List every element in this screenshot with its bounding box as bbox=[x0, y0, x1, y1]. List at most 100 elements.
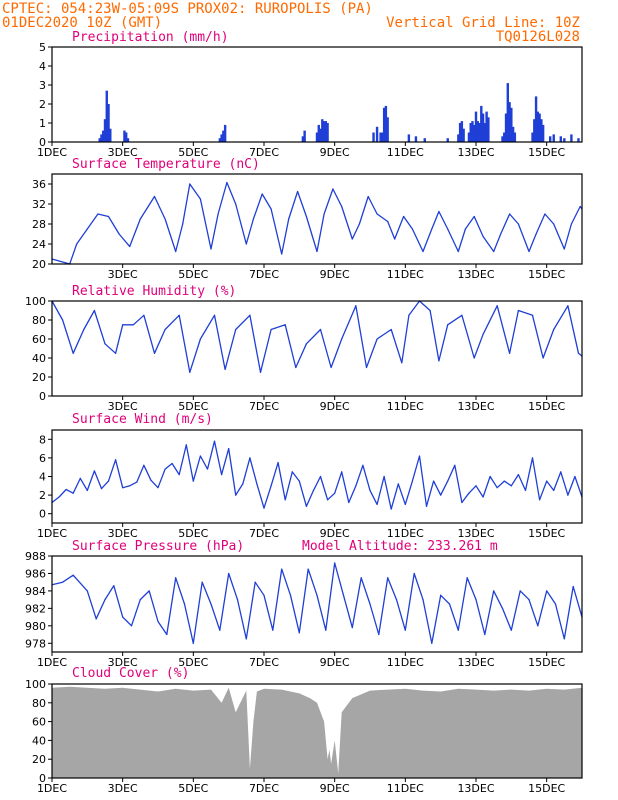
relative-humidity-point bbox=[438, 360, 440, 362]
precipitation-bar bbox=[126, 138, 130, 142]
surface-wind-point bbox=[327, 499, 329, 501]
surface-wind-point bbox=[206, 468, 209, 470]
relative-humidity-point bbox=[249, 314, 251, 316]
surface-pressure-xtick-label: 5DEC bbox=[178, 656, 208, 669]
surface-wind-xtick-label: 1DEC bbox=[37, 527, 67, 540]
precipitation-bar bbox=[559, 136, 562, 142]
surface-pressure-point bbox=[395, 599, 398, 601]
surface-temperature-point bbox=[579, 205, 581, 208]
relative-humidity-ytick-label: 60 bbox=[32, 333, 46, 346]
surface-temperature-point bbox=[422, 250, 424, 253]
surface-wind-point bbox=[235, 494, 237, 496]
precipitation-bar bbox=[384, 105, 388, 142]
surface-temperature-point bbox=[387, 220, 389, 223]
precipitation-bar bbox=[531, 132, 534, 142]
surface-wind-point bbox=[567, 494, 569, 496]
surface-pressure-line bbox=[51, 562, 583, 644]
surface-temperature-point bbox=[402, 215, 405, 218]
surface-wind-point bbox=[348, 501, 350, 504]
precipitation-bar bbox=[103, 119, 107, 142]
surface-wind-point bbox=[383, 475, 385, 478]
chart-panels: Precipitation (mm/h) 0 1 2 3 4 5 1DEC 3DEC 5DEC 7D… bbox=[25, 30, 583, 795]
relative-humidity-xtick-label: 9DEC bbox=[320, 400, 350, 413]
surface-pressure-point bbox=[325, 629, 327, 631]
surface-wind-point bbox=[411, 480, 413, 482]
relative-humidity-ytick-label: 100 bbox=[25, 295, 46, 308]
surface-pressure-point bbox=[263, 594, 265, 596]
precipitation-bar bbox=[317, 124, 320, 142]
surface-pressure-ytick-label: 978 bbox=[25, 637, 46, 650]
surface-wind-point bbox=[86, 489, 88, 492]
surface-wind-point bbox=[524, 489, 527, 492]
surface-temperature-point bbox=[367, 195, 369, 198]
surface-wind-xtick-label: 7DEC bbox=[249, 527, 279, 540]
cloud-cover-title: Cloud Cover (%) bbox=[72, 666, 189, 681]
surface-temperature-point bbox=[270, 208, 272, 210]
cloud-cover-ytick-label: 60 bbox=[32, 716, 46, 729]
surface-temperature-point bbox=[457, 250, 459, 253]
surface-pressure-point bbox=[157, 620, 159, 623]
surface-wind-point bbox=[107, 480, 110, 482]
cloud-cover-xtick-label: 7DEC bbox=[249, 782, 279, 795]
relative-humidity-point bbox=[429, 309, 431, 312]
surface-temperature-point bbox=[245, 243, 247, 245]
precipitation-xtick-label: 3DEC bbox=[108, 146, 138, 159]
surface-pressure-point bbox=[360, 577, 362, 579]
header-grid-line: Vertical Grid Line: 10Z bbox=[386, 15, 580, 31]
surface-wind-line bbox=[51, 440, 583, 510]
surface-temperature-ytick-label: 20 bbox=[32, 258, 46, 271]
precipitation-bar bbox=[511, 126, 515, 142]
surface-pressure-point bbox=[104, 599, 106, 601]
precipitation-bar bbox=[322, 121, 326, 142]
surface-wind-point bbox=[468, 492, 470, 494]
surface-wind-xtick-label: 15DEC bbox=[528, 527, 565, 540]
cloud-cover-xtick-label: 11DEC bbox=[387, 782, 424, 795]
surface-pressure-point bbox=[201, 581, 203, 583]
surface-wind-point bbox=[574, 475, 576, 478]
relative-humidity-xtick-label: 13DEC bbox=[457, 400, 494, 413]
precipitation-bar bbox=[487, 117, 490, 142]
surface-wind-point bbox=[489, 475, 491, 478]
surface-wind-point bbox=[319, 475, 322, 478]
surface-pressure-xtick-label: 7DEC bbox=[249, 656, 279, 669]
surface-wind-ytick-label: 2 bbox=[39, 489, 46, 502]
relative-humidity-point bbox=[517, 309, 520, 312]
precipitation-xtick-label: 1DEC bbox=[37, 146, 67, 159]
precipitation-bar bbox=[382, 107, 386, 142]
surface-temperature-point bbox=[570, 223, 573, 225]
surface-temperature-point bbox=[296, 190, 299, 193]
precipitation-bar bbox=[381, 132, 384, 142]
surface-pressure-title: Surface Pressure (hPa) bbox=[72, 539, 244, 554]
surface-temperature-point bbox=[281, 253, 283, 255]
relative-humidity-point bbox=[284, 324, 286, 326]
surface-pressure-point bbox=[210, 603, 212, 605]
surface-pressure-xtick-label: 13DEC bbox=[457, 656, 494, 669]
surface-temperature-ytick-label: 24 bbox=[32, 238, 46, 251]
surface-temperature-point bbox=[210, 248, 212, 250]
surface-pressure-ytick-label: 988 bbox=[25, 550, 46, 563]
precipitation-bar bbox=[508, 102, 511, 142]
surface-temperature-point bbox=[164, 218, 166, 220]
precipitation-bar bbox=[467, 132, 471, 142]
surface-pressure-point bbox=[281, 568, 283, 570]
precipitation-bar bbox=[223, 124, 227, 142]
surface-pressure-point bbox=[448, 603, 451, 605]
surface-wind-ytick-label: 8 bbox=[39, 433, 46, 446]
surface-pressure-point bbox=[484, 633, 486, 636]
surface-pressure-point bbox=[342, 594, 345, 596]
precipitation-bar bbox=[460, 121, 464, 142]
relative-humidity-point bbox=[235, 328, 237, 331]
surface-temperature-panel: Surface Temperature (nC) 20 24 28 32 36 3DEC 5D… bbox=[32, 157, 583, 281]
precipitation-bar bbox=[549, 136, 552, 142]
surface-wind-point bbox=[164, 468, 166, 470]
surface-pressure-point bbox=[537, 625, 539, 627]
surface-wind-point bbox=[440, 494, 442, 496]
surface-wind-point bbox=[560, 471, 562, 473]
surface-pressure-point bbox=[113, 585, 115, 587]
surface-temperature-point bbox=[107, 215, 110, 218]
surface-pressure-point bbox=[546, 590, 548, 592]
surface-pressure-point bbox=[510, 629, 512, 631]
surface-pressure-point bbox=[254, 581, 256, 583]
surface-pressure-point bbox=[298, 632, 300, 634]
relative-humidity-point bbox=[104, 343, 106, 345]
